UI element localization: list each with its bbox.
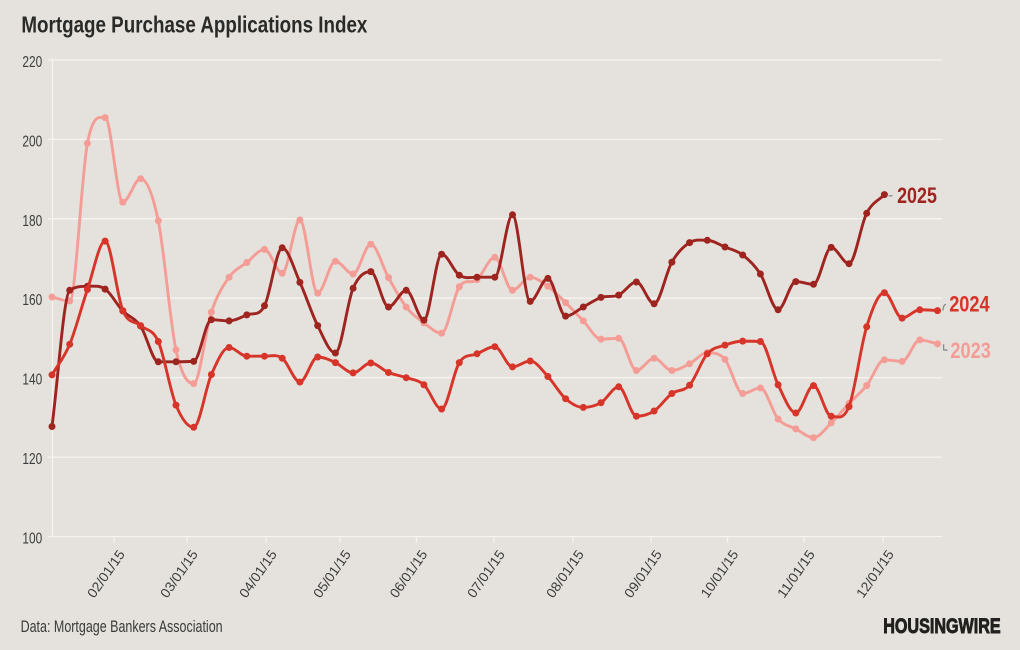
- svg-text:2024: 2024: [949, 291, 990, 316]
- svg-text:100: 100: [22, 531, 42, 548]
- svg-text:220: 220: [22, 54, 42, 71]
- svg-text:180: 180: [22, 213, 42, 230]
- svg-text:2023: 2023: [950, 338, 991, 363]
- svg-text:Data: Mortgage Bankers Associa: Data: Mortgage Bankers Association: [21, 617, 223, 636]
- svg-text:200: 200: [22, 133, 42, 150]
- svg-text:120: 120: [22, 451, 42, 468]
- svg-text:HOUSINGWIRE: HOUSINGWIRE: [883, 614, 1001, 638]
- svg-text:Mortgage Purchase Applications: Mortgage Purchase Applications Index: [21, 11, 367, 37]
- svg-text:160: 160: [22, 292, 42, 309]
- svg-text:140: 140: [22, 372, 42, 389]
- svg-text:2025: 2025: [897, 183, 937, 208]
